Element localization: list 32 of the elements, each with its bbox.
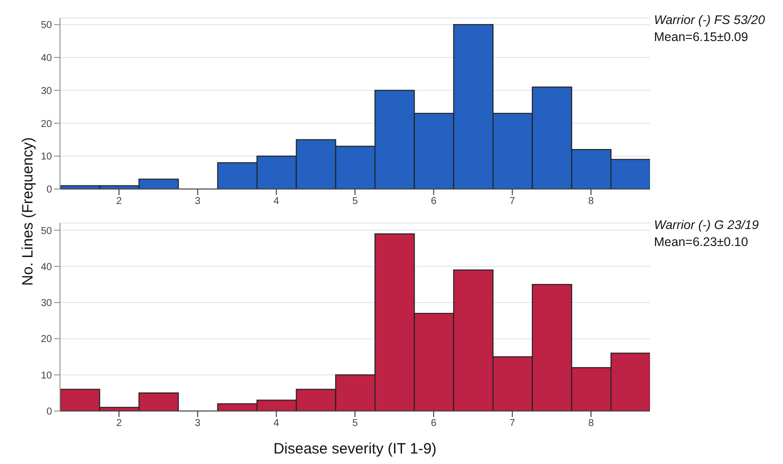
text: Warrior (-) G 23/19 (654, 217, 759, 234)
y-tick-label: 0 (46, 184, 52, 196)
text: Mean=6.23±0.10 (654, 234, 750, 251)
y-tick-label: 40 (40, 262, 52, 273)
x-axis-title: Disease severity (IT 1-9) (273, 440, 437, 458)
x-tick-label: 8 (588, 418, 594, 430)
y-axis-title: No. Lines (Frequency) (20, 136, 36, 288)
y-tick-label: 50 (40, 20, 52, 32)
x-tick-label: 7 (510, 196, 516, 208)
y-tick-label: 10 (40, 152, 52, 163)
y-tick-label: 20 (40, 334, 52, 346)
y-tick-label: 40 (40, 53, 52, 64)
x-tick-label: 3 (194, 418, 201, 430)
x-tick-label: 5 (352, 418, 358, 430)
text: Warrior (-) FS 53/20 (654, 12, 765, 29)
x-tick-label: 4 (274, 418, 280, 430)
y-tick-label: 50 (40, 226, 52, 237)
x-tick-label: 2 (116, 196, 122, 208)
x-tick-label: 8 (588, 196, 594, 208)
x-tick-label: 6 (430, 418, 437, 430)
text: Mean=6.15±0.09 (654, 29, 750, 46)
x-tick-label: 4 (274, 196, 280, 208)
y-tick-label: 30 (40, 298, 52, 310)
x-tick-label: 7 (510, 418, 516, 430)
y-tick-label: 10 (40, 370, 52, 382)
y-tick-label: 0 (46, 406, 52, 418)
x-tick-label: 6 (430, 196, 437, 208)
x-tick-label: 5 (352, 196, 358, 208)
y-tick-label: 20 (40, 118, 52, 130)
y-tick-label: 30 (40, 86, 52, 97)
x-tick-label: 2 (116, 418, 122, 430)
x-tick-label: 3 (194, 196, 201, 208)
